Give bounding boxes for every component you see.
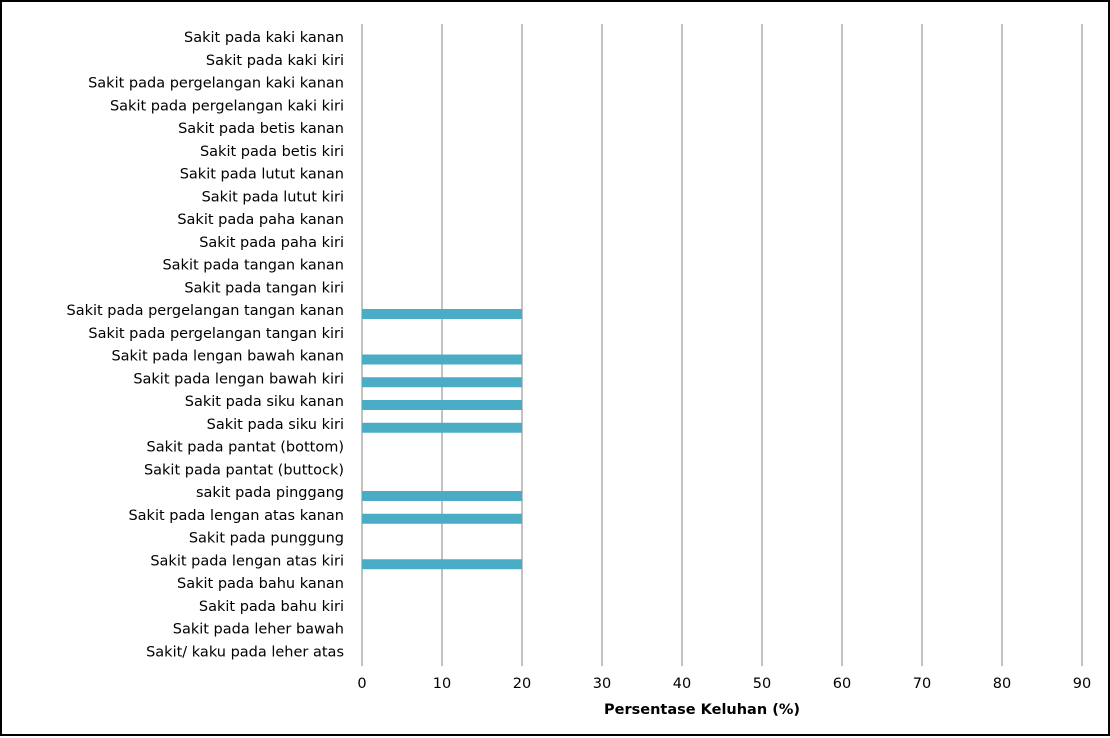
category-label: Sakit pada pantat (buttock) [144,462,344,478]
category-label: Sakit pada betis kanan [178,121,344,137]
x-tick-label: 0 [357,676,366,692]
x-tick-label: 60 [833,676,851,692]
bar [362,513,522,524]
bar [362,422,522,433]
x-axis-title: Persentase Keluhan (%) [604,702,800,718]
x-tick-label: 20 [513,676,531,692]
bar [362,377,522,388]
category-label: Sakit pada pantat (bottom) [147,440,345,456]
category-label: Sakit pada lengan bawah kanan [111,349,344,365]
category-labels: Sakit pada kaki kanan Sakit pada kaki kir… [67,30,345,660]
category-label: sakit pada pinggang [196,485,344,501]
bar [362,559,522,570]
category-label: Sakit pada bahu kanan [177,576,344,592]
x-tick-label: 90 [1073,676,1091,692]
category-label: Sakit pada lengan atas kanan [128,508,344,524]
category-label: Sakit pada betis kiri [200,144,344,160]
x-tick-label: 40 [673,676,691,692]
bar [362,400,522,410]
x-tick-label: 70 [913,676,931,692]
category-label: Sakit pada pergelangan kaki kanan [88,76,344,92]
category-label: Sakit pada kaki kiri [206,53,344,69]
bars [362,309,522,570]
x-tick-label: 50 [753,676,771,692]
category-label: Sakit pada siku kiri [207,417,344,433]
x-tick-label: 30 [593,676,611,692]
gridlines [361,24,1083,666]
bar [362,491,522,501]
category-label: Sakit pada bahu kiri [199,599,344,615]
category-label: Sakit pada lengan bawah kiri [133,371,344,387]
category-label: Sakit/ kaku pada leher atas [146,644,344,660]
category-label: Sakit pada pergelangan tangan kiri [88,326,344,342]
x-tick-label: 10 [433,676,451,692]
category-label: Sakit pada lengan atas kiri [150,553,344,569]
category-label: Sakit pada lutut kanan [180,167,344,183]
category-label: Sakit pada kaki kanan [184,30,344,46]
category-label: Sakit pada pergelangan tangan kanan [67,303,345,319]
category-label: Sakit pada tangan kiri [184,280,344,296]
category-label: Sakit pada paha kiri [199,235,344,251]
category-label: Sakit pada tangan kanan [162,258,344,274]
category-label: Sakit pada pergelangan kaki kiri [110,98,344,114]
bar [362,309,522,319]
category-label: Sakit pada leher bawah [173,622,344,638]
x-tick-labels: 0 10 20 30 40 50 60 70 80 90 [357,676,1091,692]
category-label: Sakit pada siku kanan [185,394,344,410]
category-label: Sakit pada punggung [189,531,344,547]
bar [362,354,522,365]
x-tick-label: 80 [993,676,1011,692]
category-label: Sakit pada lutut kiri [202,189,344,205]
category-label: Sakit pada paha kanan [177,212,344,228]
